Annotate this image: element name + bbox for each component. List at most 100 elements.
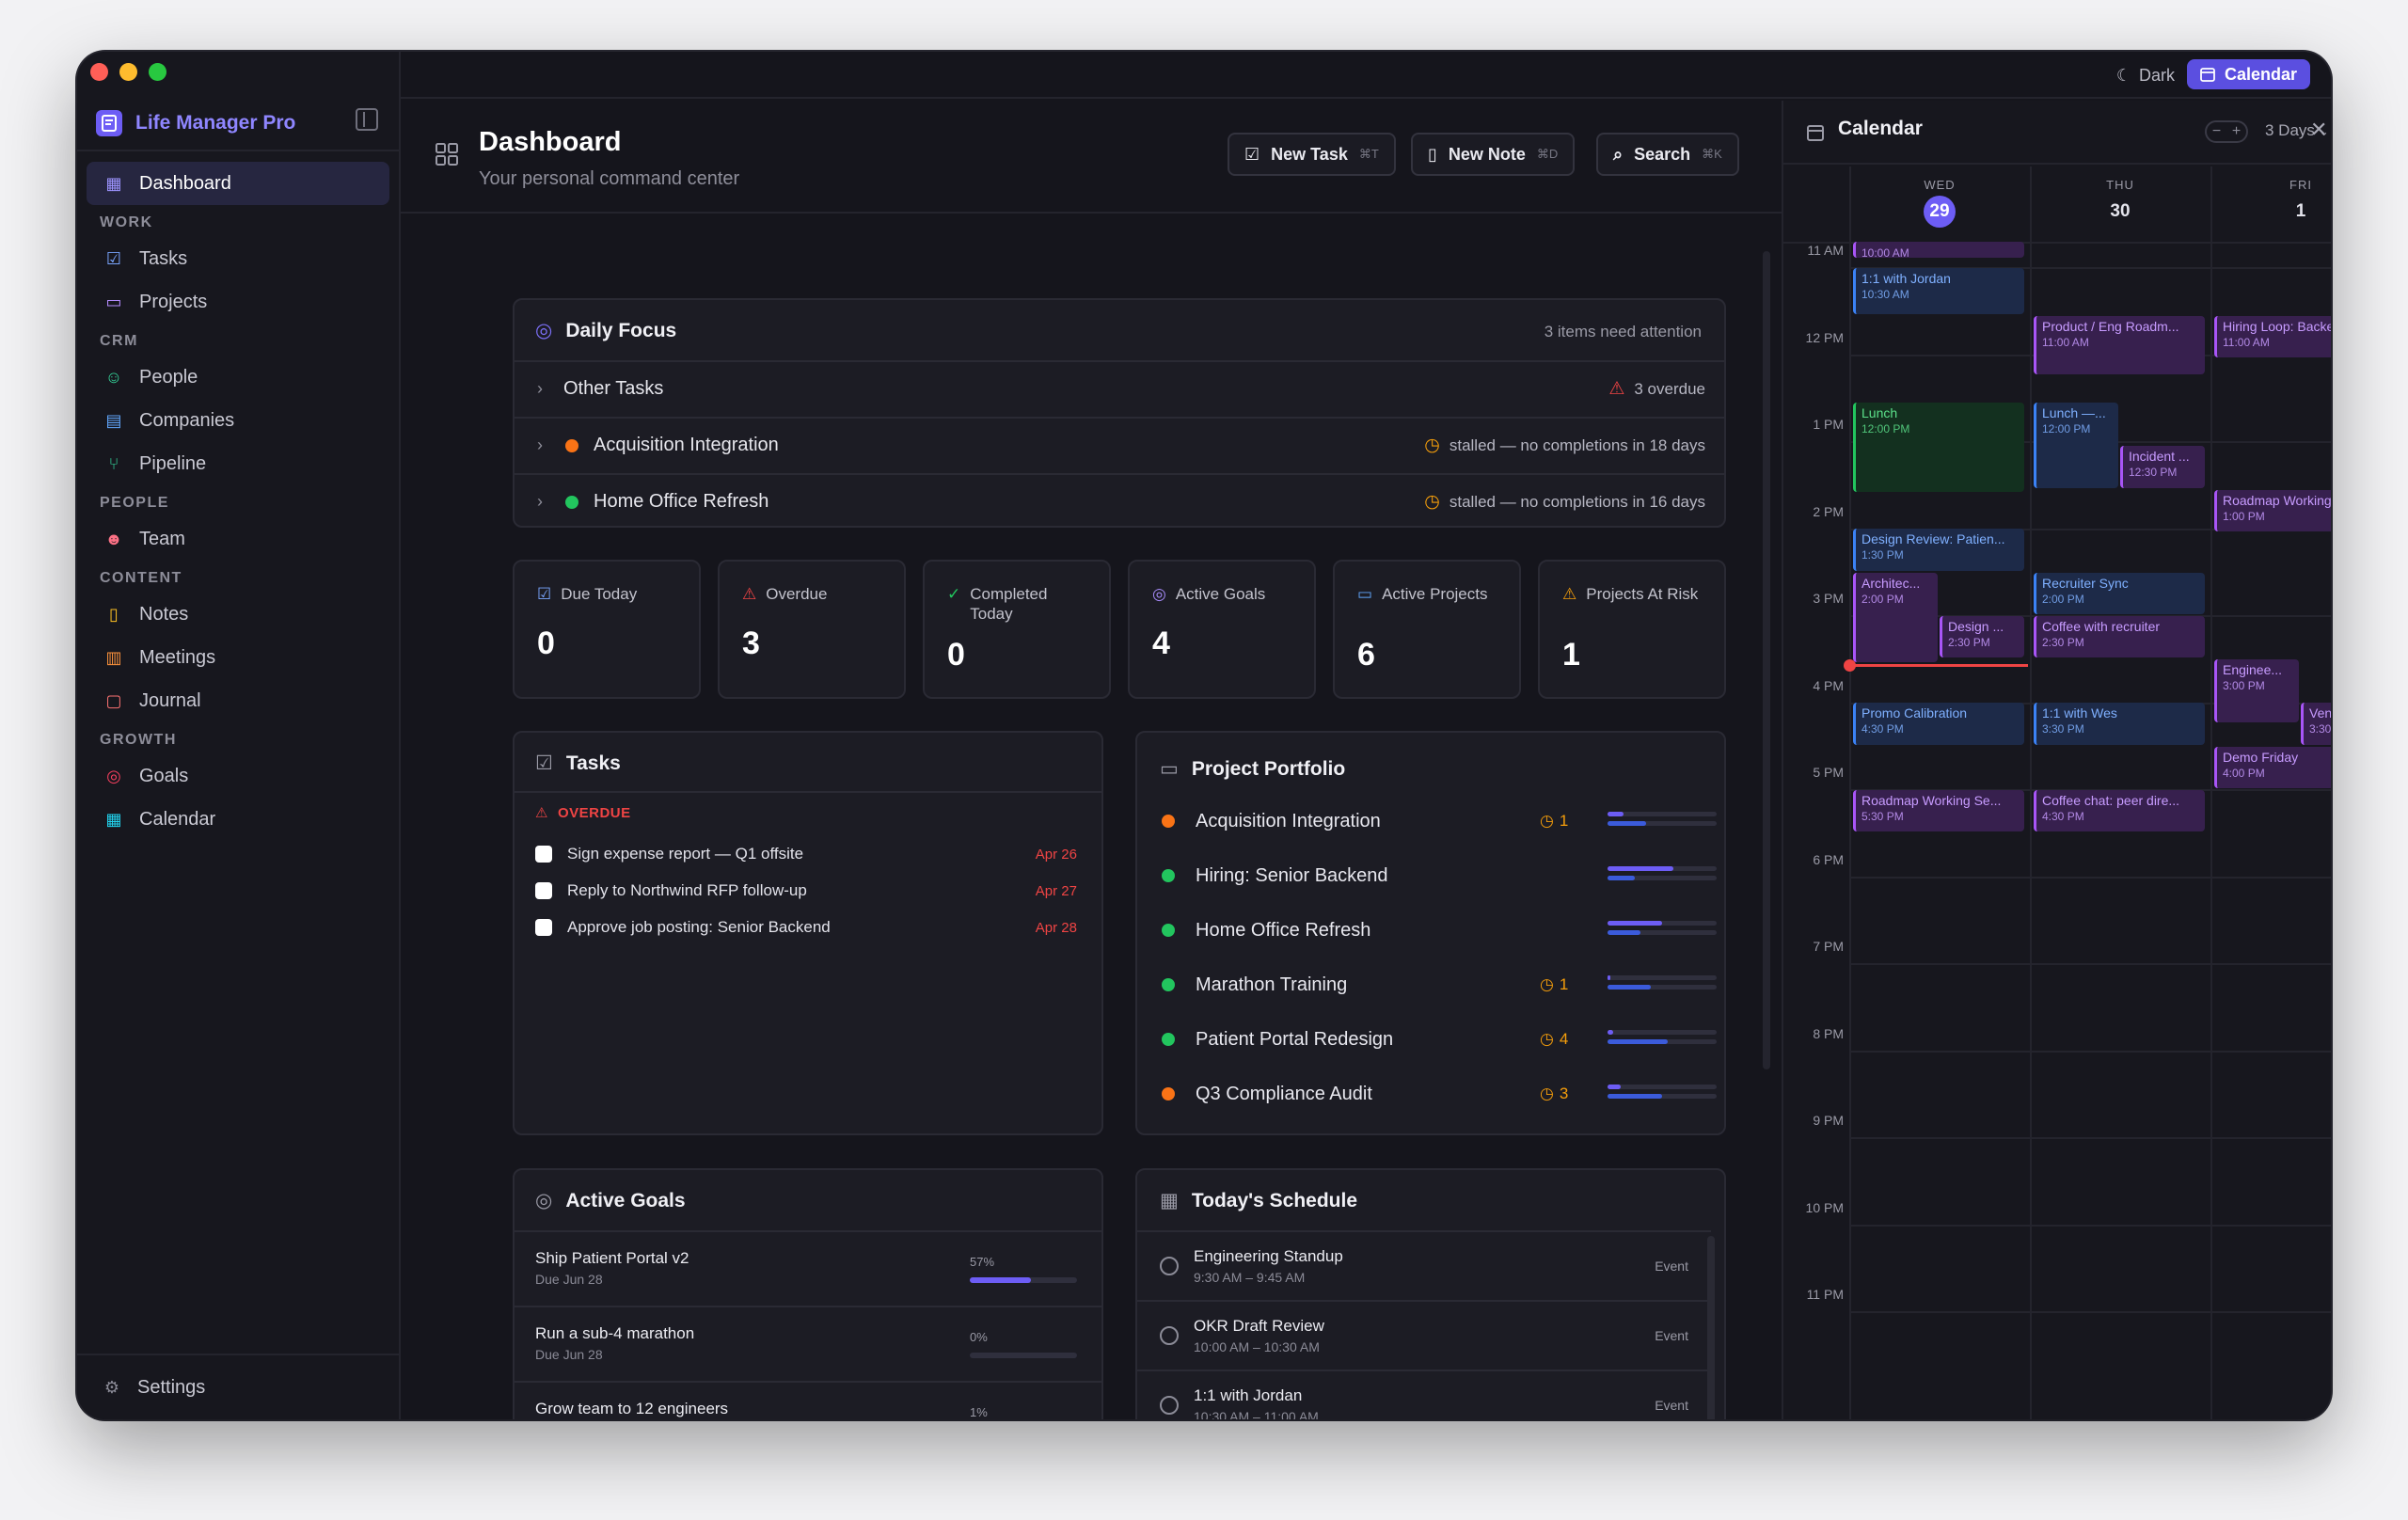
task-checkbox[interactable] xyxy=(535,846,552,863)
calendar-event[interactable]: 1:1 with Wes 3:30 PM xyxy=(2034,703,2205,745)
new-task-button[interactable]: ☑ New Task ⌘T xyxy=(1228,133,1396,176)
focus-row[interactable]: › Home Office Refresh ◷ stalled — no comple… xyxy=(515,473,1724,526)
portfolio-row[interactable]: Marathon Training ◷ 1 xyxy=(1162,966,1717,1004)
stat-card-due-today[interactable]: ☑ Due Today 0 xyxy=(513,560,701,699)
stat-card-active-projects[interactable]: ▭ Active Projects 6 xyxy=(1333,560,1521,699)
task-row[interactable]: Approve job posting: Senior Backend Apr 2… xyxy=(535,913,1077,942)
task-row[interactable]: Reply to Northwind RFP follow-up Apr 27 xyxy=(535,877,1077,905)
grid-line xyxy=(1849,1311,2331,1314)
progress-fill xyxy=(1608,876,1635,880)
calendar-event[interactable]: Coffee with recruiter 2:30 PM xyxy=(2034,615,2205,657)
chevron-right-icon[interactable]: › xyxy=(537,492,543,511)
task-row[interactable]: Sign expense report — Q1 offsite Apr 26 xyxy=(535,840,1077,868)
calendar-event[interactable]: Product / Eng Roadm... 11:00 AM xyxy=(2034,315,2205,375)
chevron-right-icon[interactable]: › xyxy=(537,379,543,398)
sidebar-item-calendar[interactable]: ▦ Calendar xyxy=(87,798,389,841)
task-checkbox[interactable] xyxy=(535,919,552,936)
sidebar-item-dashboard[interactable]: ▦ Dashboard xyxy=(87,162,389,205)
progress-fill xyxy=(1608,1030,1613,1035)
calendar-event[interactable]: Promo Calibration 4:30 PM xyxy=(1853,703,2024,745)
calendar-toggle-button[interactable]: Calendar xyxy=(2186,59,2310,89)
sidebar-item-companies[interactable]: ▤ Companies xyxy=(87,399,389,442)
close-window-button[interactable] xyxy=(90,63,108,81)
portfolio-row[interactable]: Hiring: Senior Backend xyxy=(1162,857,1717,895)
zoom-out-button[interactable]: − xyxy=(2211,123,2222,139)
main-scrollbar[interactable] xyxy=(1763,251,1772,1380)
schedule-row[interactable]: OKR Draft Review 10:00 AM – 10:30 AM Event xyxy=(1137,1300,1711,1370)
calendar-event[interactable]: Roadmap Working Se...1:00 PM xyxy=(2214,489,2331,531)
day-header[interactable]: THU 30 xyxy=(2030,166,2209,242)
settings-button[interactable]: ⚙ Settings xyxy=(77,1354,401,1419)
goal-row[interactable]: Ship Patient Portal v2 Due Jun 28 57% xyxy=(515,1230,1101,1306)
portfolio-row[interactable]: Q3 Compliance Audit ◷ 3 xyxy=(1162,1075,1717,1113)
calendar-event[interactable]: Coffee chat: peer dire... 4:30 PM xyxy=(2034,789,2205,831)
stat-card-overdue[interactable]: ⚠ Overdue 3 xyxy=(718,560,906,699)
calendar-event[interactable]: Design Review: Patien... 1:30 PM xyxy=(1853,529,2024,571)
sidebar-item-meetings[interactable]: ▥ Meetings xyxy=(87,636,389,679)
brand[interactable]: Life Manager Pro xyxy=(96,104,295,142)
sidebar-item-journal[interactable]: ▢ Journal xyxy=(87,679,389,722)
sidebar-item-pipeline[interactable]: ⑂ Pipeline xyxy=(87,442,389,485)
stat-card-completed-today[interactable]: ✓ Completed Today 0 xyxy=(923,560,1111,699)
sidebar-item-team[interactable]: ☻ Team xyxy=(87,517,389,561)
chevron-right-icon[interactable]: › xyxy=(537,435,543,454)
topbar: ☾ Dark Calendar xyxy=(401,52,2331,99)
schedule-scrollbar[interactable] xyxy=(1707,1236,1715,1419)
focus-row[interactable]: › Acquisition Integration ◷ stalled — no co… xyxy=(515,417,1724,472)
new-task-label: New Task xyxy=(1271,144,1348,164)
sidebar-item-goals[interactable]: ◎ Goals xyxy=(87,754,389,798)
calendar-event[interactable]: Architec... 2:00 PM xyxy=(1853,572,1938,662)
stat-card-projects-at-risk[interactable]: ⚠ Projects At Risk 1 xyxy=(1538,560,1726,699)
event-title: Coffee with recruiter xyxy=(2042,618,2161,634)
portfolio-row[interactable]: Patient Portal Redesign ◷ 4 xyxy=(1162,1021,1717,1058)
calendar-event[interactable]: Vendor: ...3:30 PM xyxy=(2301,703,2331,745)
new-note-button[interactable]: ▯ New Note ⌘D xyxy=(1411,133,1576,176)
calendar-event[interactable]: Lunch 12:00 PM xyxy=(1853,403,2024,493)
minimize-window-button[interactable] xyxy=(119,63,137,81)
day-header[interactable]: WED 29 xyxy=(1849,166,2028,242)
progress-fill xyxy=(1608,866,1673,871)
goal-row[interactable]: Run a sub-4 marathon Due Jun 28 0% xyxy=(515,1306,1101,1381)
calendar-event[interactable]: Recruiter Sync 2:00 PM xyxy=(2034,572,2205,614)
calendar-event[interactable]: Design ... 2:30 PM xyxy=(1940,615,2024,657)
status-dot xyxy=(565,438,578,452)
goal-row[interactable]: Grow team to 12 engineersDue Jun 281% xyxy=(515,1381,1101,1419)
scrollbar-thumb[interactable] xyxy=(1763,251,1770,1069)
calendar-event[interactable]: Roadmap Working Se... 5:30 PM xyxy=(1853,789,2024,831)
schedule-time: 10:00 AM – 10:30 AM xyxy=(1194,1339,1320,1354)
day-header[interactable]: FRI 1 xyxy=(2210,166,2331,242)
schedule-row[interactable]: 1:1 with Jordan 10:30 AM – 11:00 AM Event xyxy=(1137,1370,1711,1419)
calendar-event[interactable]: Lunch —... 12:00 PM xyxy=(2034,403,2118,488)
calendar-event[interactable]: 10:00 AM xyxy=(1853,242,2024,258)
calendar-event[interactable]: Incident ... 12:30 PM xyxy=(2120,446,2205,488)
check-square-icon: ☑ xyxy=(1244,144,1260,164)
calendar-event[interactable]: 1:1 with Jordan 10:30 AM xyxy=(1853,267,2024,314)
status-dot xyxy=(1162,924,1175,937)
hour-label: 12 PM xyxy=(1805,329,1844,345)
zoom-in-button[interactable]: + xyxy=(2231,123,2242,139)
dark-mode-toggle[interactable]: ☾ Dark xyxy=(2116,61,2175,89)
zoom-window-button[interactable] xyxy=(149,63,166,81)
portfolio-row[interactable]: Acquisition Integration ◷ 1 xyxy=(1162,802,1717,840)
stat-value: 0 xyxy=(537,625,555,661)
calendar-event[interactable]: Demo Friday 4:00 PM xyxy=(2214,746,2331,788)
calendar-event[interactable]: Hiring Loop: Backend ...11:00 AM xyxy=(2214,315,2331,357)
search-button[interactable]: ⌕ Search ⌘K xyxy=(1596,133,1739,176)
sidebar-item-projects[interactable]: ▭ Projects xyxy=(87,280,389,324)
portfolio-row[interactable]: Home Office Refresh xyxy=(1162,911,1717,949)
focus-row[interactable]: › Other Tasks ⚠ 3 overdue xyxy=(515,360,1724,416)
task-checkbox[interactable] xyxy=(535,882,552,899)
sidebar-item-people[interactable]: ☺ People xyxy=(87,356,389,399)
event-time: 12:00 PM xyxy=(1861,422,1910,436)
sidebar-item-tasks[interactable]: ☑ Tasks xyxy=(87,237,389,280)
calendar-event[interactable]: Enginee... 3:00 PM xyxy=(2214,659,2299,723)
progress-track xyxy=(1608,876,1717,880)
progress-track xyxy=(1608,930,1717,935)
sidebar-item-notes[interactable]: ▯ Notes xyxy=(87,593,389,636)
sidebar-toggle-icon[interactable] xyxy=(356,108,378,131)
schedule-row[interactable]: Engineering Standup 9:30 AM – 9:45 AM Even… xyxy=(1137,1230,1711,1300)
close-icon[interactable]: ✕ xyxy=(2310,118,2328,141)
grid-line xyxy=(1783,242,2331,244)
stat-card-active-goals[interactable]: ◎ Active Goals 4 xyxy=(1128,560,1316,699)
range-select[interactable]: 3 Days ⌄ xyxy=(2265,121,2329,140)
